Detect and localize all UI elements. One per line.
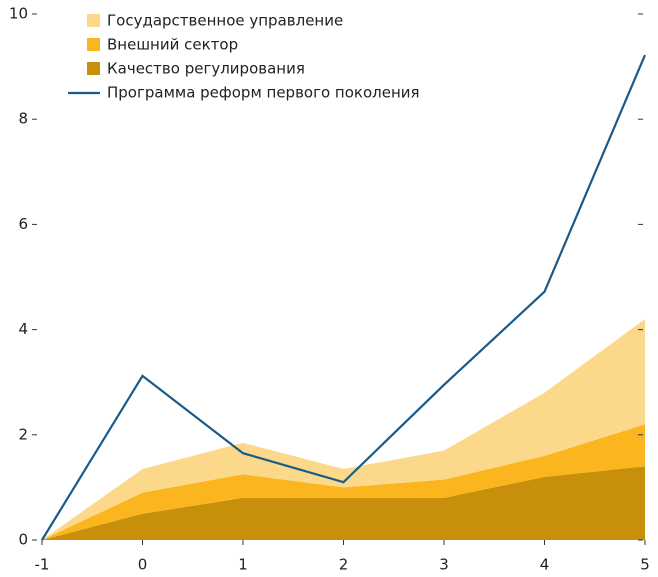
area (42, 319, 645, 540)
legend-label: Программа реформ первого поколения (107, 84, 420, 102)
x-tick-label: 4 (540, 556, 550, 574)
legend-label: Государственное управление (107, 12, 343, 30)
x-tick-label: 0 (138, 556, 148, 574)
x-tick-label: 1 (238, 556, 248, 574)
x-tick-label: 3 (439, 556, 449, 574)
legend-swatch (87, 62, 100, 75)
y-tick-label: 2 (18, 425, 28, 443)
y-tick-label: 4 (18, 320, 28, 338)
x-tick-label: 5 (640, 556, 650, 574)
y-tick-label: 0 (18, 531, 28, 549)
legend-label: Качество регулирования (107, 60, 305, 78)
legend-swatch (87, 38, 100, 51)
legend-label: Внешний сектор (107, 36, 238, 54)
legend-swatch (87, 14, 100, 27)
y-tick-label: 8 (18, 110, 28, 128)
area (42, 466, 645, 540)
x-tick-label: -1 (35, 556, 50, 574)
line (41, 54, 647, 541)
y-tick-label: 6 (18, 215, 28, 233)
x-tick-label: 2 (339, 556, 349, 574)
y-tick-label: 10 (9, 5, 28, 23)
